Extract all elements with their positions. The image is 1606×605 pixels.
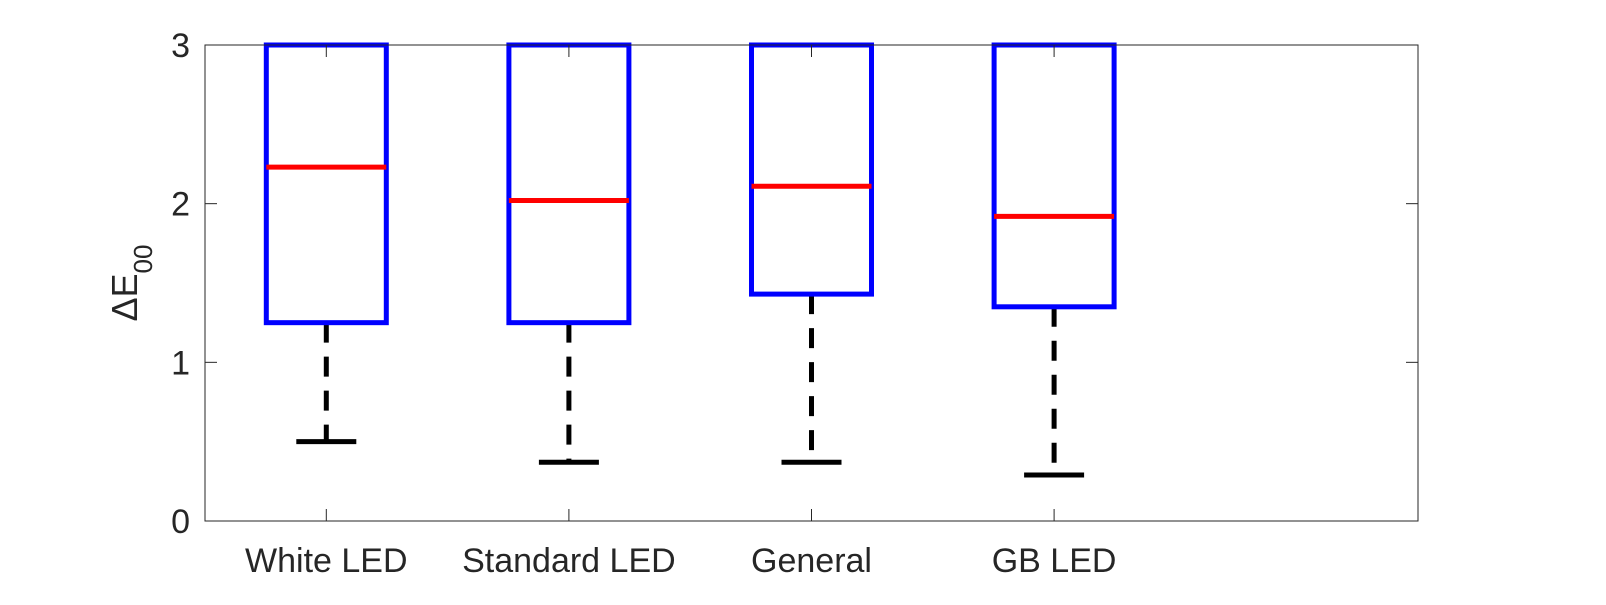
box-group [749,42,874,465]
x-tick-label: GB LED [992,542,1117,580]
y-axis-ticks: 0 1 2 3 [171,27,1418,541]
plot-layer [263,42,1117,478]
box-group [506,42,632,465]
box-iqr [263,42,389,326]
y-axis-label: ΔE00 [104,245,158,322]
box-iqr [991,42,1117,310]
y-tick-label: 1 [171,344,190,382]
x-tick-label: Standard LED [462,542,676,580]
y-axis-label-subscript: 00 [128,245,158,274]
x-axis-ticks: White LED Standard LED General GB LED [245,45,1116,580]
box-iqr [749,42,874,297]
y-tick-label: 0 [171,503,190,541]
box-group [263,42,389,445]
box-iqr [506,42,632,326]
box-group [991,42,1117,478]
y-tick-label: 3 [171,27,190,65]
y-axis-label-main: ΔE [104,273,145,321]
x-tick-label: White LED [245,542,408,580]
x-tick-label: General [751,542,872,580]
y-tick-label: 2 [171,186,190,224]
